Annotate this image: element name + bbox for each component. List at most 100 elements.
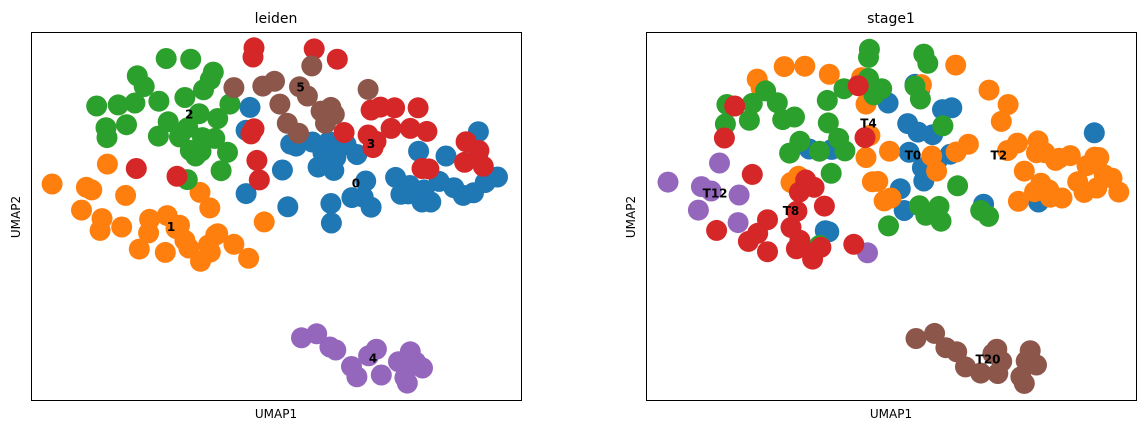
stage1-point-t2-26 (879, 140, 900, 162)
leiden-point-2-0 (155, 48, 177, 69)
leiden-cluster-label-4: 4 (369, 351, 377, 365)
stage1-point-t4-6 (871, 78, 893, 100)
leiden-point-2-6 (107, 94, 129, 116)
leiden-point-3-25 (166, 165, 188, 187)
leiden-point-0-26 (408, 140, 430, 162)
leiden-point-1-0 (41, 173, 63, 195)
stage1-point-t2-4 (818, 63, 840, 85)
leiden-point-0-1 (239, 96, 261, 118)
leiden-point-3-1 (242, 46, 264, 68)
leiden-point-3-23 (246, 149, 268, 171)
leiden-cluster-label-0: 0 (352, 177, 360, 191)
stage1-point-t12-2 (700, 180, 722, 202)
leiden-point-3-6 (369, 96, 391, 118)
stage1-cluster-labels: T0 T12 T2 T20 T4 T8 (703, 117, 1007, 367)
leiden-point-1-26 (238, 247, 260, 269)
leiden-point-3-24 (248, 169, 270, 191)
stage1-point-t20-1 (924, 322, 946, 344)
leiden-point-1-25 (223, 233, 245, 255)
stage1-point-t12-4 (728, 184, 750, 206)
leiden-point-2-5 (133, 76, 155, 97)
leiden-point-2-28 (185, 145, 207, 167)
leiden-point-2-10 (193, 79, 214, 101)
stage1-point-t2-23 (867, 170, 889, 192)
leiden-point-2-11 (86, 95, 108, 117)
stage1-point-t12-6 (727, 212, 749, 234)
leiden-point-3-3 (326, 48, 348, 70)
leiden-point-3-10 (416, 120, 438, 142)
leiden-point-1-23 (199, 197, 221, 219)
stage1-point-t2-42 (1073, 181, 1095, 203)
leiden-point-3-14 (362, 137, 384, 159)
leiden-point-1-22 (138, 222, 160, 244)
stage1-cluster-label-t0: T0 (905, 149, 922, 163)
leiden-point-2-7 (124, 92, 146, 114)
stage1-point-t2-15 (997, 140, 1019, 161)
leiden-plot-frame (31, 32, 522, 401)
stage1-cluster-label-t20: T20 (976, 353, 1001, 367)
stage1-point-t4-16 (738, 109, 760, 131)
leiden-point-5-12 (288, 122, 309, 144)
leiden-cluster-label-1: 1 (167, 220, 175, 234)
leiden-point-5-10 (323, 103, 345, 125)
leiden-point-4-14 (396, 372, 418, 394)
leiden-point-2-22 (204, 127, 226, 149)
leiden-point-1-5 (71, 199, 92, 221)
leiden-point-0-15 (341, 187, 363, 209)
leiden-point-3-8 (399, 117, 421, 139)
stage1-point-t4-13 (766, 92, 788, 114)
leiden-point-0-16 (320, 193, 342, 214)
stage1-point-t4-8 (816, 89, 838, 111)
stage1-point-t8-6 (813, 195, 835, 217)
leiden-point-1-21 (89, 219, 111, 241)
stage1-point-t4-34 (878, 215, 899, 237)
leiden-point-1-3 (96, 153, 118, 175)
leiden-point-4-3 (325, 339, 347, 361)
stage1-point-t2-33 (1051, 187, 1073, 209)
leiden-point-1-27 (253, 211, 275, 233)
leiden-point-4-8 (370, 364, 392, 386)
stage1-point-t20-9 (991, 350, 1013, 372)
leiden-point-0-17 (320, 212, 342, 234)
leiden-points (41, 37, 508, 394)
leiden-point-2-8 (148, 90, 170, 112)
leiden-point-3-11 (333, 122, 355, 143)
stage1-point-t8-16 (706, 219, 728, 241)
stage1-point-t8-19 (843, 233, 865, 255)
leiden-point-3-20 (418, 158, 440, 180)
stage1-point-t4-3 (917, 52, 939, 74)
stage1-point-t2-40 (1108, 181, 1130, 203)
stage1-cluster-label-t8: T8 (783, 204, 800, 218)
leiden-point-0-13 (355, 170, 377, 192)
stage1-point-t8-17 (737, 230, 759, 252)
leiden-point-3-2 (303, 38, 325, 60)
stage1-point-t4-11 (932, 115, 954, 137)
leiden-point-2-19 (147, 125, 169, 147)
stage1-cluster-label-t4: T4 (860, 117, 877, 131)
leiden-point-5-6 (269, 93, 291, 115)
stage1-x-axis-label: UMAP1 (870, 407, 912, 421)
leiden-point-5-13 (357, 78, 379, 100)
leiden-point-1-24 (189, 181, 211, 203)
stage1-point-t20-0 (905, 328, 927, 349)
stage1-point-t2-47 (1007, 190, 1029, 212)
leiden-point-4-7 (365, 338, 387, 360)
stage1-point-t8-21 (847, 75, 869, 97)
stage1-point-t20-14 (1013, 372, 1035, 394)
stage1-point-t8-15 (802, 248, 824, 270)
stage1-point-t0-16 (1083, 122, 1105, 144)
stage1-point-t4-33 (930, 210, 952, 232)
stage1-point-t4-20 (817, 112, 839, 134)
stage1-point-t8-7 (786, 200, 808, 222)
stage1-point-t4-26 (820, 162, 842, 184)
leiden-title: leiden (255, 11, 298, 27)
leiden-cluster-label-5: 5 (296, 81, 304, 95)
stage1-point-t8-0 (724, 95, 746, 117)
stage1-point-t4-1 (858, 46, 879, 68)
stage1-point-t20-12 (1026, 354, 1047, 376)
stage1-point-t2-3 (794, 55, 816, 77)
stage1-point-t2-10 (997, 94, 1019, 115)
leiden-cluster-label-3: 3 (367, 137, 375, 151)
leiden-point-1-18 (128, 238, 150, 260)
